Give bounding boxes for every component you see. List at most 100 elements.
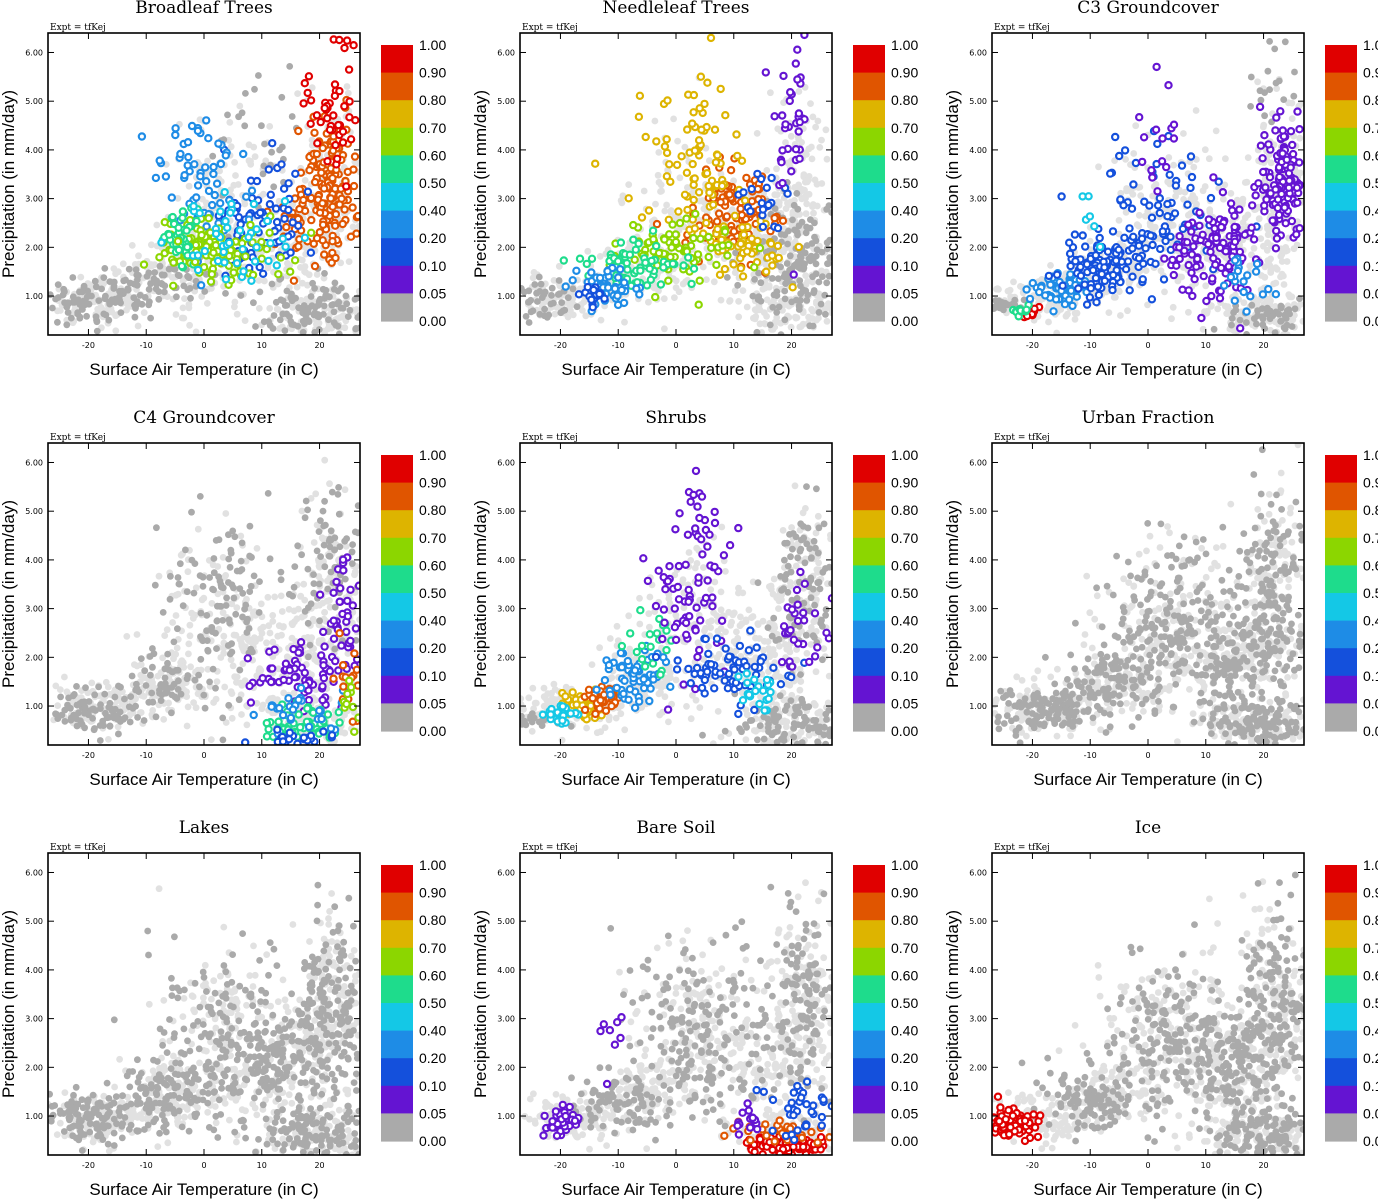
background-point	[765, 282, 773, 290]
data-point	[311, 328, 319, 335]
background-point	[1261, 263, 1269, 271]
background-point	[1176, 188, 1184, 196]
data-point	[649, 234, 658, 244]
background-point	[825, 300, 832, 307]
background-point	[228, 600, 236, 608]
data-point	[1153, 187, 1162, 196]
colorbar-swatch	[381, 293, 413, 322]
data-point	[785, 227, 792, 235]
background-point	[1222, 155, 1229, 163]
data-point	[575, 254, 585, 263]
background-point	[56, 686, 64, 693]
background-point	[133, 631, 141, 638]
data-point	[227, 199, 236, 209]
background-point	[313, 271, 321, 278]
background-point	[1233, 196, 1241, 204]
background-point	[567, 307, 574, 315]
data-point	[161, 288, 168, 296]
data-point	[589, 285, 598, 295]
data-point	[351, 115, 360, 125]
data-point	[1246, 292, 1255, 301]
colorbar-swatch	[1325, 210, 1357, 239]
data-point	[773, 223, 783, 233]
data-point	[587, 268, 596, 277]
colorbar-swatch	[381, 45, 413, 74]
data-point	[344, 313, 352, 320]
background-point	[784, 159, 792, 167]
data-point	[1290, 92, 1298, 100]
data-point	[180, 282, 188, 290]
data-point	[595, 289, 604, 299]
data-point	[1125, 224, 1134, 233]
data-point	[78, 305, 86, 313]
data-point	[689, 264, 699, 273]
data-point	[54, 281, 62, 288]
data-point	[766, 239, 776, 248]
data-point	[1030, 304, 1039, 313]
data-point	[252, 176, 262, 186]
data-point	[794, 231, 801, 239]
data-point	[193, 181, 203, 190]
data-point	[1286, 163, 1295, 172]
data-point	[256, 288, 264, 296]
data-point	[795, 222, 803, 230]
data-point	[1239, 277, 1248, 286]
background-point	[1123, 185, 1130, 192]
background-point	[530, 269, 538, 276]
data-point	[737, 156, 747, 165]
background-point	[828, 309, 832, 317]
data-point	[338, 219, 347, 229]
data-point	[204, 213, 213, 223]
background-point	[344, 89, 352, 97]
background-point	[784, 199, 791, 207]
background-point	[763, 167, 771, 174]
data-point	[196, 281, 206, 290]
background-point	[1105, 309, 1113, 316]
data-point	[1266, 86, 1273, 93]
data-point	[330, 80, 340, 89]
data-point	[795, 117, 805, 127]
x-tick-label: 10	[1201, 341, 1211, 350]
data-point	[210, 190, 219, 200]
data-point	[1080, 242, 1090, 251]
data-point	[672, 160, 682, 170]
data-point	[202, 270, 210, 278]
data-point	[1120, 233, 1129, 242]
y-tick-label: 1.00	[969, 292, 987, 301]
background-point	[148, 241, 155, 249]
data-point	[234, 213, 244, 222]
data-point	[1202, 296, 1211, 306]
data-point	[680, 190, 690, 199]
data-point	[1044, 271, 1054, 281]
data-point	[263, 216, 272, 226]
colorbar-label: 0.10	[891, 258, 918, 274]
data-point	[1064, 295, 1074, 304]
background-point	[795, 135, 802, 143]
data-point	[1134, 112, 1144, 122]
data-point	[1120, 146, 1130, 155]
data-point	[147, 314, 155, 322]
data-point	[1040, 291, 1050, 300]
y-tick-label: 6.00	[25, 48, 43, 57]
background-point	[684, 184, 691, 191]
colorbar: 1.000.900.800.700.600.500.400.200.100.05…	[381, 37, 446, 329]
y-tick-label: 2.00	[25, 243, 43, 252]
data-point	[1278, 149, 1287, 158]
data-point	[54, 318, 61, 326]
data-point	[300, 233, 310, 242]
background-point	[188, 609, 196, 617]
data-point	[1091, 273, 1101, 283]
data-point	[766, 321, 774, 329]
data-point	[346, 135, 356, 144]
background-point	[208, 600, 216, 607]
background-point	[1227, 190, 1235, 197]
background-point	[763, 296, 771, 304]
data-point	[1257, 96, 1265, 104]
data-point	[1247, 103, 1254, 110]
data-point	[1276, 107, 1285, 116]
data-point	[164, 230, 174, 239]
data-point	[587, 254, 597, 263]
data-point	[49, 304, 56, 312]
data-point	[1082, 300, 1092, 309]
